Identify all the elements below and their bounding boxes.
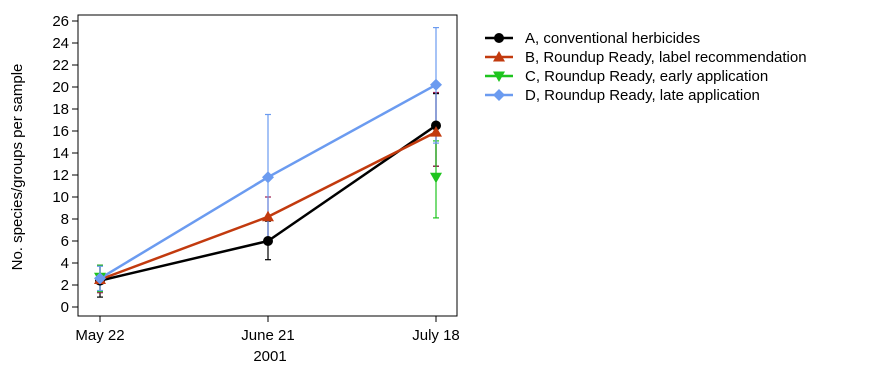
y-tick-label: 8 — [61, 211, 69, 228]
series-line — [99, 176, 269, 280]
series-line — [99, 239, 269, 282]
legend-item: A, conventional herbicides — [485, 30, 700, 47]
x-tick-label: May 22 — [75, 327, 124, 344]
legend: A, conventional herbicides B, Roundup Rea… — [485, 30, 807, 104]
series-line — [99, 215, 269, 281]
y-tick-label: 4 — [61, 255, 69, 272]
y-axis-title: No. species/groups per sample — [9, 64, 26, 271]
y-tick-label: 26 — [52, 13, 69, 30]
legend-item: B, Roundup Ready, label recommendation — [485, 49, 807, 66]
data-point — [263, 236, 273, 246]
y-tick-label: 0 — [61, 299, 69, 316]
legend-item: C, Roundup Ready, early application — [485, 68, 768, 85]
data-point — [262, 210, 274, 222]
legend-label: A, conventional herbicides — [525, 30, 700, 47]
legend-marker — [494, 33, 504, 43]
series-line — [267, 83, 437, 179]
y-tick-label: 16 — [52, 123, 69, 140]
data-point — [431, 120, 441, 131]
y-tick-label: 12 — [52, 167, 69, 184]
x-axis-title: 2001 — [253, 348, 286, 365]
y-tick-label: 10 — [52, 189, 69, 206]
y-tick-label: 22 — [52, 57, 69, 74]
y-tick-label: 18 — [52, 101, 69, 118]
data-point — [262, 171, 274, 184]
legend-label: D, Roundup Ready, late application — [525, 87, 760, 104]
legend-item: D, Roundup Ready, late application — [485, 87, 760, 104]
legend-label: C, Roundup Ready, early application — [525, 68, 768, 85]
series-line — [267, 130, 437, 218]
legend-marker — [493, 51, 505, 62]
y-tick-label: 6 — [61, 233, 69, 250]
x-tick-label: July 18 — [412, 327, 460, 344]
data-point — [94, 272, 106, 285]
data-point — [430, 126, 442, 137]
y-tick-label: 20 — [52, 79, 69, 96]
legend-marker — [493, 89, 505, 101]
series-line — [267, 124, 437, 243]
data-point — [430, 172, 442, 184]
y-tick-label: 14 — [52, 145, 69, 162]
x-tick-label: June 21 — [241, 327, 294, 344]
legend-marker — [493, 71, 505, 82]
y-tick-label: 2 — [61, 277, 69, 294]
y-tick-label: 24 — [52, 35, 69, 52]
legend-label: B, Roundup Ready, label recommendation — [525, 49, 807, 66]
data-point — [430, 78, 442, 91]
